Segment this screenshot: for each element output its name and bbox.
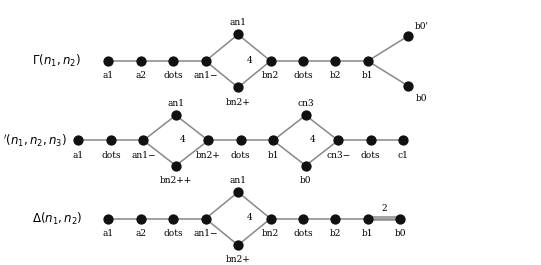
Point — [396, 217, 405, 221]
Text: dots: dots — [163, 71, 183, 80]
Text: b1: b1 — [362, 71, 374, 80]
Text: a2: a2 — [135, 229, 146, 238]
Text: a1: a1 — [103, 71, 114, 80]
Point — [74, 138, 83, 143]
Point — [301, 113, 310, 117]
Point — [331, 59, 340, 63]
Point — [266, 217, 275, 221]
Text: bn2: bn2 — [262, 71, 279, 80]
Point — [169, 217, 177, 221]
Point — [399, 138, 407, 143]
Point — [299, 59, 307, 63]
Text: dots: dots — [293, 71, 313, 80]
Text: c1: c1 — [398, 151, 408, 160]
Text: a2: a2 — [135, 71, 146, 80]
Text: an1: an1 — [167, 99, 184, 108]
Point — [301, 164, 310, 168]
Point — [234, 32, 242, 37]
Text: b2: b2 — [329, 71, 341, 80]
Text: b2: b2 — [329, 229, 341, 238]
Point — [269, 138, 278, 143]
Point — [404, 34, 413, 38]
Point — [266, 59, 275, 63]
Point — [136, 217, 145, 221]
Text: dots: dots — [101, 151, 121, 160]
Text: b1: b1 — [267, 151, 279, 160]
Text: cn3: cn3 — [298, 99, 314, 108]
Point — [201, 217, 210, 221]
Text: $\Delta(n_1, n_2)$: $\Delta(n_1, n_2)$ — [32, 211, 83, 227]
Text: 4: 4 — [247, 213, 253, 222]
Text: 4: 4 — [310, 135, 315, 144]
Text: b0: b0 — [394, 229, 406, 238]
Point — [331, 217, 340, 221]
Point — [299, 217, 307, 221]
Text: bn2++: bn2++ — [160, 176, 192, 185]
Point — [136, 59, 145, 63]
Text: a1: a1 — [103, 229, 114, 238]
Point — [234, 243, 242, 247]
Point — [366, 138, 375, 143]
Point — [364, 59, 372, 63]
Text: $'(n_1, n_2, n_3)$: $'(n_1, n_2, n_3)$ — [3, 132, 67, 149]
Point — [236, 138, 245, 143]
Text: dots: dots — [163, 229, 183, 238]
Text: $\Gamma(n_1, n_2)$: $\Gamma(n_1, n_2)$ — [32, 53, 81, 69]
Text: an1−: an1− — [131, 151, 156, 160]
Point — [404, 84, 413, 88]
Text: an1−: an1− — [193, 229, 218, 238]
Point — [234, 190, 242, 194]
Text: 2: 2 — [381, 204, 387, 213]
Text: bn2+: bn2+ — [196, 151, 221, 160]
Text: 4: 4 — [247, 56, 253, 65]
Point — [201, 59, 210, 63]
Point — [171, 164, 180, 168]
Text: an1: an1 — [229, 176, 247, 185]
Text: b0: b0 — [416, 94, 428, 103]
Point — [169, 59, 177, 63]
Text: bn2+: bn2+ — [226, 98, 250, 107]
Point — [234, 85, 242, 90]
Text: b0': b0' — [415, 22, 429, 31]
Point — [171, 113, 180, 117]
Text: an1−: an1− — [193, 71, 218, 80]
Text: an1: an1 — [229, 18, 247, 27]
Text: dots: dots — [231, 151, 250, 160]
Point — [334, 138, 342, 143]
Text: bn2: bn2 — [262, 229, 279, 238]
Text: bn2+: bn2+ — [226, 255, 250, 264]
Text: b0: b0 — [300, 176, 312, 185]
Text: a1: a1 — [73, 151, 84, 160]
Text: cn3−: cn3− — [326, 151, 350, 160]
Point — [364, 217, 372, 221]
Point — [104, 59, 113, 63]
Point — [204, 138, 213, 143]
Text: b1: b1 — [362, 229, 374, 238]
Point — [104, 217, 113, 221]
Text: 4: 4 — [180, 135, 186, 144]
Text: dots: dots — [293, 229, 313, 238]
Point — [107, 138, 115, 143]
Point — [139, 138, 148, 143]
Text: dots: dots — [361, 151, 380, 160]
